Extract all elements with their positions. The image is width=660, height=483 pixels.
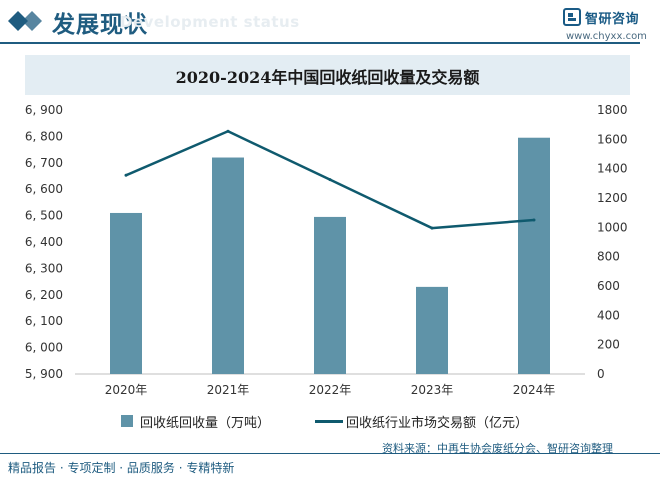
y-right-tick-label: 1000: [597, 220, 628, 234]
header-divider: [0, 42, 640, 44]
bar-2023年: [416, 286, 448, 374]
y-right-tick-label: 0: [597, 367, 605, 381]
y-left-tick-label: 6, 000: [25, 341, 63, 355]
bar-2020年: [110, 212, 142, 374]
y-left-tick-label: 6, 500: [25, 209, 63, 223]
y-left-tick-label: 6, 600: [25, 182, 63, 196]
x-tick-label: 2022年: [309, 383, 352, 397]
y-left-tick-label: 5, 900: [25, 367, 63, 381]
brand-name: 智研咨询: [585, 12, 640, 27]
brand-logo: 智研咨询 www.chyxx.com: [563, 8, 660, 44]
x-tick-label: 2020年: [105, 383, 148, 397]
bar-2024年: [518, 137, 550, 374]
footer-tagline: 精品报告 · 专项定制 · 品质服务 · 专精特新: [8, 461, 235, 475]
x-tick-label: 2023年: [411, 383, 454, 397]
y-left-tick-label: 6, 700: [25, 156, 63, 170]
line-point-2020年: [124, 173, 128, 177]
chart-title-band: 2020-2024年中国回收纸回收量及交易额: [25, 55, 630, 95]
combo-chart: 5, 900 6, 000 6, 100 6, 200 6, 300 6, 400 6, 5…: [25, 103, 628, 397]
bar-2022年: [314, 216, 346, 374]
brand-url: www.chyxx.com: [566, 31, 647, 42]
data-source: 资料来源：中再生协会废纸分会、智研咨询整理: [382, 442, 613, 455]
bar-2021年: [212, 157, 244, 374]
page-header: 发展现状 Development status 智研咨询 www.chyxx.c…: [0, 0, 660, 42]
section-subtitle: Development status: [120, 13, 300, 31]
y-left-tick-label: 6, 300: [25, 261, 63, 275]
y-right-tick-label: 1600: [597, 132, 628, 146]
y-left-tick-label: 6, 800: [25, 129, 63, 143]
brand-logo-icon: [563, 8, 581, 26]
chart-title: 2020-2024年中国回收纸回收量及交易额: [175, 68, 480, 87]
y-left-tick-label: 6, 400: [25, 235, 63, 249]
legend-bar-label: 回收纸回收量（万吨）: [140, 416, 271, 431]
line-point-2022年: [328, 178, 332, 182]
y-right-tick-label: 1200: [597, 191, 628, 205]
y-left-tick-label: 6, 200: [25, 288, 63, 302]
footer-divider: [0, 453, 660, 454]
y-right-tick-label: 1400: [597, 162, 628, 176]
section-title: 发展现状: [52, 12, 148, 38]
y-right-tick-label: 400: [597, 308, 620, 322]
y-left-tick-label: 6, 900: [25, 103, 63, 117]
y-left-tick-label: 6, 100: [25, 314, 63, 328]
header-diamond-icon: [8, 11, 42, 31]
x-tick-label: 2024年: [513, 383, 556, 397]
y-right-tick-label: 1800: [597, 103, 628, 117]
line-point-2024年: [532, 218, 536, 222]
line-point-2021年: [226, 129, 230, 133]
legend-bar-swatch: [121, 415, 133, 427]
chart-legend: 回收纸回收量（万吨） 回收纸行业市场交易额（亿元）: [0, 411, 660, 431]
y-right-tick-label: 800: [597, 250, 620, 264]
legend-line-swatch: [315, 420, 343, 423]
x-tick-label: 2021年: [207, 383, 250, 397]
legend-line-label: 回收纸行业市场交易额（亿元）: [346, 416, 529, 431]
y-right-tick-label: 200: [597, 338, 620, 352]
line-point-2023年: [430, 226, 434, 230]
y-right-tick-label: 600: [597, 279, 620, 293]
